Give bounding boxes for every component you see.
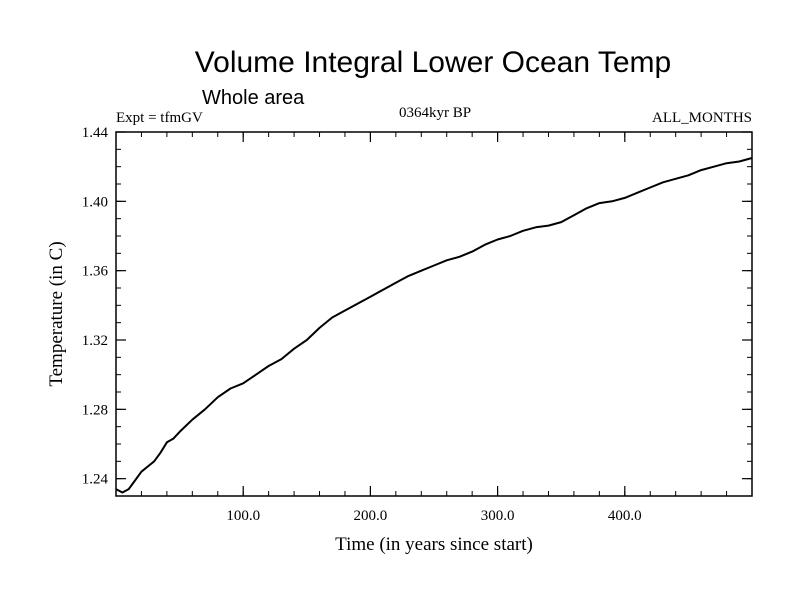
- x-axis-label: Time (in years since start): [335, 534, 533, 555]
- temperature-series-line: [115, 157, 753, 494]
- x-tick-label: 200.0: [354, 508, 388, 524]
- experiment-label: Expt = tfmGV: [116, 110, 203, 126]
- y-axis-ticks: [116, 131, 752, 480]
- plot-frame: [115, 131, 753, 497]
- chart-title: Volume Integral Lower Ocean Temp: [195, 46, 671, 79]
- months-label: ALL_MONTHS: [652, 110, 752, 126]
- y-tick-label: 1.24: [82, 472, 109, 488]
- y-axis-label: Temperature (in C): [46, 241, 67, 386]
- y-tick-label: 1.28: [82, 402, 108, 418]
- x-tick-label: 100.0: [226, 508, 260, 524]
- x-tick-label: 300.0: [481, 508, 515, 524]
- y-tick-label: 1.40: [82, 194, 108, 210]
- y-tick-label: 1.44: [82, 125, 109, 141]
- y-tick-label: 1.36: [82, 264, 109, 280]
- x-axis-tick-labels: 100.0 200.0 300.0 400.0: [226, 508, 641, 524]
- y-tick-label: 1.32: [82, 333, 108, 349]
- chart-subtitle: Whole area: [202, 87, 305, 109]
- period-label: 0364kyr BP: [399, 105, 471, 121]
- x-axis-ticks: [140, 132, 728, 496]
- x-tick-label: 400.0: [608, 508, 642, 524]
- y-axis-tick-labels: 1.24 1.28 1.32 1.36 1.40 1.44: [82, 125, 109, 488]
